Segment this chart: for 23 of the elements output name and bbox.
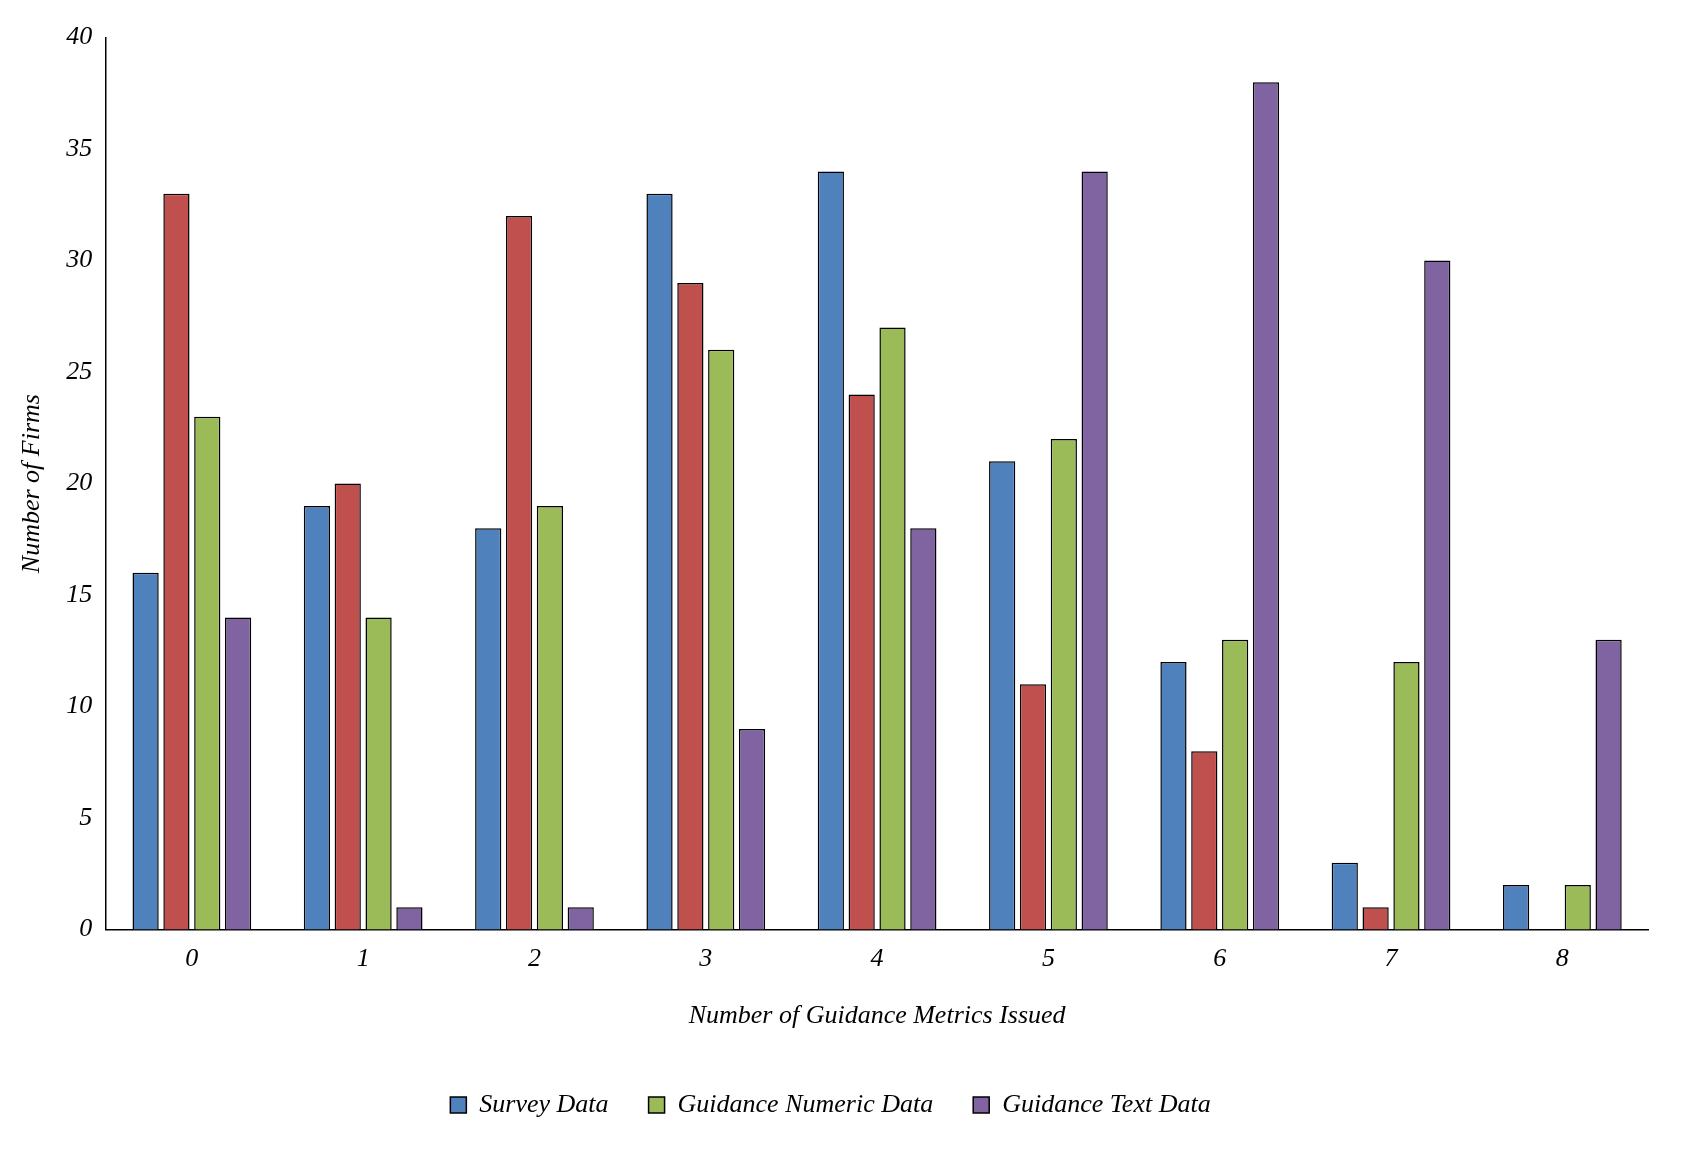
x-tick-label: 4 [870, 943, 884, 973]
x-tick-label: 8 [1555, 943, 1569, 973]
x-tick-label: 1 [356, 943, 370, 973]
x-tick-label: 3 [698, 943, 713, 973]
y-tick-label: 35 [65, 132, 93, 162]
y-tick-label: 10 [66, 690, 93, 720]
x-axis-title: Number of Guidance Metrics Issued [687, 1000, 1067, 1030]
y-tick-label: 20 [66, 467, 93, 497]
x-tick-label: 2 [527, 943, 541, 973]
x-tick-label: 7 [1384, 943, 1399, 973]
y-tick-label: 0 [79, 913, 93, 943]
y-tick-label: 15 [66, 578, 93, 608]
legend-label: Guidance Text Data [1002, 1088, 1211, 1118]
y-tick-label: 5 [79, 801, 93, 831]
x-tick-label: 0 [185, 943, 199, 973]
legend-label: Guidance Numeric Data [677, 1088, 934, 1118]
y-tick-label: 30 [65, 244, 93, 274]
x-tick-label: 6 [1213, 943, 1227, 973]
legend-label: Survey Data [479, 1088, 609, 1118]
y-tick-label: 40 [66, 21, 93, 51]
x-tick-label: 5 [1041, 943, 1055, 973]
y-tick-label: 25 [66, 355, 93, 385]
y-axis-title: Number of Firms [16, 394, 46, 575]
